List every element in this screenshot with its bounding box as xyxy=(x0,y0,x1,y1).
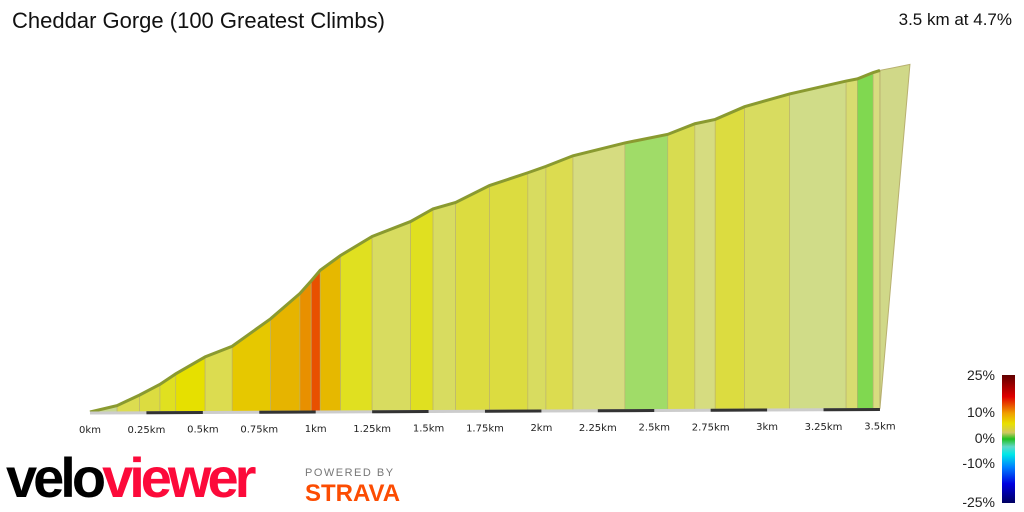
gradient-segment xyxy=(545,155,574,411)
x-tick-label: 3km xyxy=(756,422,778,433)
x-tick-label: 0km xyxy=(79,425,101,436)
gradient-segment xyxy=(310,269,321,412)
gradient-segment xyxy=(694,119,716,410)
climb-summary: 3.5 km at 4.7% xyxy=(898,10,1012,29)
x-tick-label: 2.5km xyxy=(639,423,670,434)
x-tick-label: 1km xyxy=(305,424,327,435)
gradient-segment xyxy=(572,142,626,411)
gradient-segment xyxy=(371,221,411,412)
x-tick-label: 2km xyxy=(530,423,552,434)
gradient-segment xyxy=(410,208,434,411)
powered-by-label: POWERED BY xyxy=(305,467,395,479)
x-tick-label: 1.25km xyxy=(353,424,391,435)
legend-label: -25% xyxy=(962,494,995,510)
gradient-segment xyxy=(432,202,456,411)
gradient-segment xyxy=(489,172,529,411)
gradient-segment xyxy=(527,165,547,411)
x-tick-label: 3.5km xyxy=(864,422,895,433)
gradient-segment xyxy=(667,123,696,410)
gradient-segment xyxy=(872,69,881,409)
gradient-segment xyxy=(270,292,301,412)
legend-label: 0% xyxy=(975,430,995,446)
x-tick-label: 0.25km xyxy=(128,425,166,436)
x-tick-label: 0.75km xyxy=(240,424,278,435)
gradient-segment xyxy=(319,254,341,412)
gradient-segment xyxy=(299,280,312,412)
x-tick-label: 0.5km xyxy=(187,425,218,436)
profile-side-face xyxy=(879,63,911,409)
gradient-segment xyxy=(857,72,874,409)
gradient-segment xyxy=(789,80,847,410)
profile-top-edge xyxy=(89,68,881,414)
x-tick-label: 1.5km xyxy=(413,424,444,435)
legend-label: 10% xyxy=(967,404,995,420)
gradient-segment xyxy=(624,133,669,410)
x-tick-label: 2.75km xyxy=(692,422,730,433)
veloviewer-logo: veloviewer xyxy=(6,446,256,509)
page-title: Cheddar Gorge (100 Greatest Climbs) xyxy=(12,8,385,33)
gradient-segment xyxy=(845,78,858,409)
legend-label: 25% xyxy=(967,367,995,383)
legend-label: -10% xyxy=(962,455,995,471)
gradient-segment xyxy=(455,185,490,411)
gradient-legend-bar xyxy=(1002,375,1015,503)
x-tick-label: 2.25km xyxy=(579,423,617,434)
x-tick-label: 1.75km xyxy=(466,423,504,434)
strava-logo: STRAVA xyxy=(305,480,401,507)
x-tick-label: 3.25km xyxy=(805,422,843,433)
gradient-segment xyxy=(340,235,373,412)
gradient-segment xyxy=(744,93,790,410)
gradient-segment xyxy=(714,106,745,410)
